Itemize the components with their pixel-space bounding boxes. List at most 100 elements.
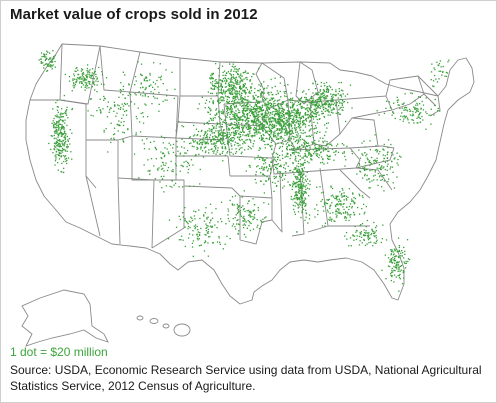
crop-value-dot xyxy=(225,115,227,118)
crop-value-dot xyxy=(315,147,317,149)
crop-value-dot xyxy=(238,230,240,232)
crop-value-dot xyxy=(63,148,65,151)
crop-value-dot xyxy=(236,126,239,128)
crop-value-dot xyxy=(273,136,275,138)
crop-value-dot xyxy=(203,250,206,252)
crop-value-dot xyxy=(159,77,162,79)
crop-value-dot xyxy=(391,267,393,270)
crop-value-dot xyxy=(289,170,291,172)
crop-value-dot xyxy=(298,115,301,117)
crop-value-dot xyxy=(221,131,223,134)
crop-value-dot xyxy=(206,226,208,229)
crop-value-dot xyxy=(86,77,88,79)
crop-value-dot xyxy=(297,126,300,128)
crop-value-dot xyxy=(236,96,238,98)
crop-value-dot xyxy=(328,150,330,153)
crop-value-dot xyxy=(375,225,378,227)
crop-value-dot xyxy=(323,89,325,91)
crop-value-dot xyxy=(313,151,316,153)
crop-value-dot xyxy=(83,79,85,81)
crop-value-dot xyxy=(298,206,300,208)
crop-value-dot xyxy=(181,138,183,140)
crop-value-dot xyxy=(257,111,259,113)
crop-value-dot xyxy=(64,158,66,160)
crop-value-dot xyxy=(160,165,162,167)
crop-value-dot xyxy=(198,209,200,211)
crop-value-dot xyxy=(225,135,228,137)
crop-value-dot xyxy=(410,92,412,94)
crop-value-dot xyxy=(232,217,234,220)
crop-value-dot xyxy=(430,108,432,110)
crop-value-dot xyxy=(193,124,195,127)
crop-value-dot xyxy=(273,107,275,109)
crop-value-dot xyxy=(363,167,366,169)
crop-value-dot xyxy=(126,109,128,112)
crop-value-dot xyxy=(237,211,239,214)
crop-value-dot xyxy=(281,179,284,181)
crop-value-dot xyxy=(310,95,312,98)
crop-value-dot xyxy=(232,76,234,78)
crop-value-dot xyxy=(277,171,279,174)
crop-value-dot xyxy=(307,117,309,119)
crop-value-dot xyxy=(245,92,247,94)
crop-value-dot xyxy=(290,92,292,94)
crop-value-dot xyxy=(288,110,290,112)
crop-value-dot xyxy=(291,127,293,129)
crop-value-dot xyxy=(219,117,221,119)
crop-value-dot xyxy=(327,88,329,90)
crop-value-dot xyxy=(316,132,318,134)
crop-value-dot xyxy=(284,123,286,125)
crop-value-dot xyxy=(403,107,406,109)
crop-value-dot xyxy=(279,128,281,130)
crop-value-dot xyxy=(288,115,290,117)
crop-value-dot xyxy=(315,93,317,96)
crop-value-dot xyxy=(266,117,268,119)
crop-value-dot xyxy=(391,269,393,272)
crop-value-dot xyxy=(294,124,296,126)
crop-value-dot xyxy=(392,254,395,256)
crop-value-dot xyxy=(296,104,298,107)
crop-value-dot xyxy=(66,109,68,111)
crop-value-dot xyxy=(326,95,329,97)
crop-value-dot xyxy=(321,102,323,104)
crop-value-dot xyxy=(413,106,415,108)
crop-value-dot xyxy=(358,213,361,215)
crop-value-dot xyxy=(171,186,173,188)
crop-value-dot xyxy=(256,109,258,111)
crop-value-dot xyxy=(230,105,232,107)
crop-value-dot xyxy=(270,133,272,135)
crop-value-dot xyxy=(339,107,341,109)
crop-value-dot xyxy=(315,101,317,104)
crop-value-dot xyxy=(338,203,340,205)
crop-value-dot xyxy=(60,156,62,158)
crop-value-dot xyxy=(227,143,229,146)
crop-value-dot xyxy=(285,113,287,115)
crop-value-dot xyxy=(161,168,163,170)
crop-value-dot xyxy=(273,165,275,167)
crop-value-dot xyxy=(248,209,250,212)
crop-value-dot xyxy=(266,106,268,108)
crop-value-dot xyxy=(322,97,324,99)
crop-value-dot xyxy=(219,132,222,134)
crop-value-dot xyxy=(219,140,221,142)
crop-value-dot xyxy=(166,148,168,150)
crop-value-dot xyxy=(55,154,57,156)
crop-value-dot xyxy=(224,143,226,146)
crop-value-dot xyxy=(309,115,311,117)
crop-value-dot xyxy=(249,222,251,224)
crop-value-dot xyxy=(297,152,299,154)
crop-value-dot xyxy=(365,232,367,234)
crop-value-dot xyxy=(241,138,243,141)
crop-value-dot xyxy=(297,139,300,141)
crop-value-dot xyxy=(349,214,351,216)
crop-value-dot xyxy=(212,127,214,130)
crop-value-dot xyxy=(269,118,271,120)
crop-value-dot xyxy=(247,102,249,104)
crop-value-dot xyxy=(107,151,109,153)
crop-value-dot xyxy=(258,158,261,160)
crop-value-dot xyxy=(290,133,292,135)
crop-value-dot xyxy=(65,160,67,162)
crop-value-dot xyxy=(242,89,244,92)
crop-value-dot xyxy=(314,116,316,118)
crop-value-dot xyxy=(308,121,311,123)
